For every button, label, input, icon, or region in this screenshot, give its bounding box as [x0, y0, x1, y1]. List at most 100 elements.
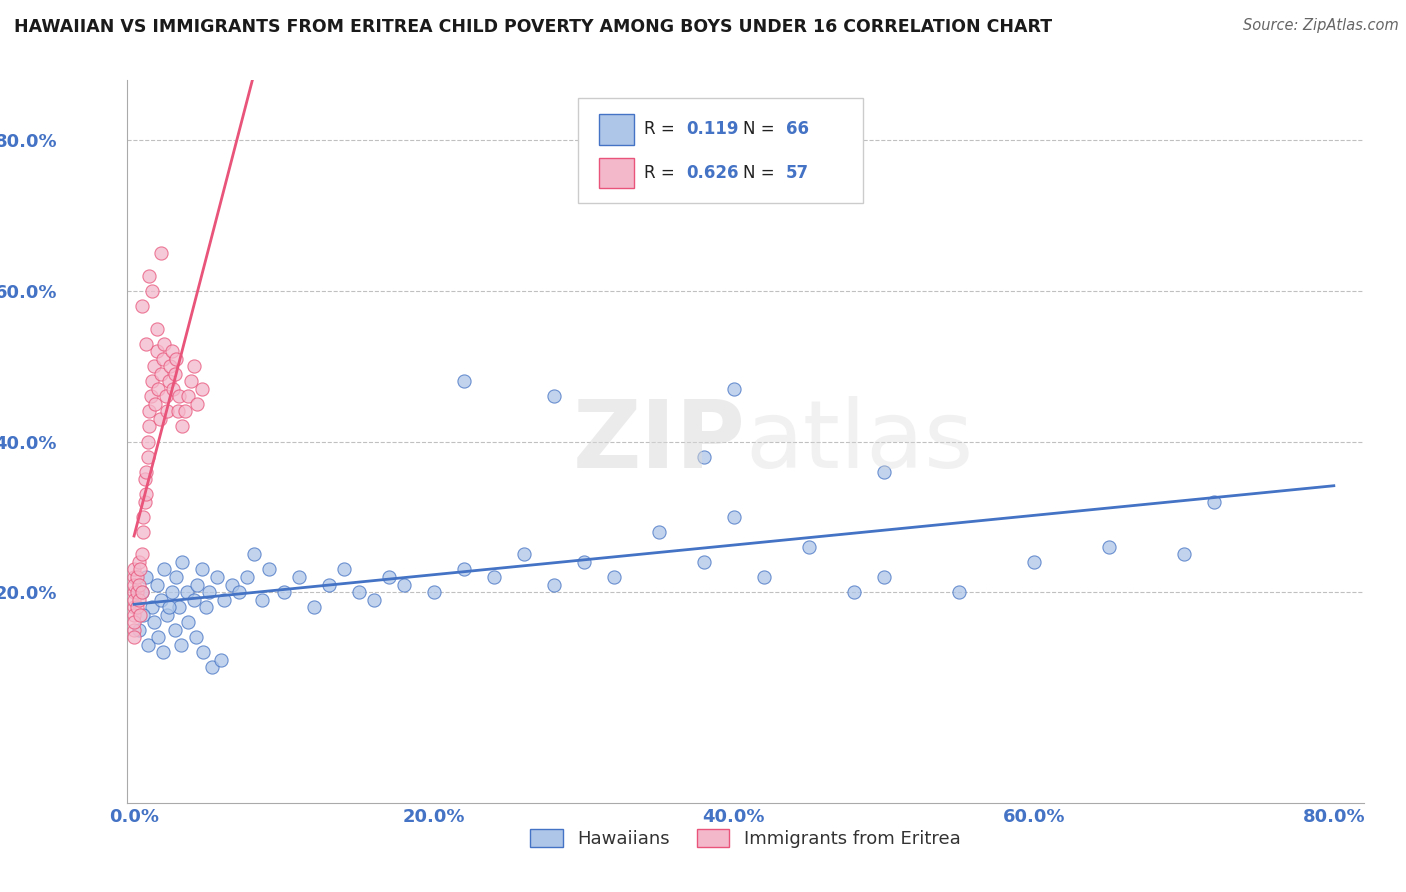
Point — [543, 577, 565, 591]
Point — [150, 246, 173, 260]
Point — [513, 548, 536, 562]
Point — [250, 592, 273, 607]
Point — [205, 570, 228, 584]
Point — [159, 359, 181, 374]
Point — [128, 592, 150, 607]
Point — [152, 645, 174, 659]
Point — [1098, 540, 1121, 554]
Point — [138, 404, 160, 418]
Point — [166, 404, 188, 418]
Text: atlas: atlas — [745, 395, 973, 488]
Point — [128, 577, 150, 591]
Point — [135, 465, 157, 479]
Point — [129, 607, 152, 622]
Point — [125, 600, 148, 615]
Text: 0.626: 0.626 — [686, 164, 738, 182]
Point — [288, 570, 311, 584]
Point — [180, 374, 202, 388]
Point — [155, 389, 177, 403]
Point — [128, 555, 150, 569]
Point — [948, 585, 970, 599]
Point — [195, 600, 218, 615]
Point — [165, 351, 187, 366]
Point — [146, 630, 169, 644]
Point — [142, 615, 165, 630]
Text: R =: R = — [644, 120, 679, 138]
Point — [170, 419, 193, 434]
Point — [190, 382, 212, 396]
Point — [167, 600, 190, 615]
Point — [453, 562, 475, 576]
Point — [572, 555, 595, 569]
Point — [392, 577, 415, 591]
Point — [131, 548, 153, 562]
Point — [153, 562, 176, 576]
Point — [453, 374, 475, 388]
Point — [183, 592, 205, 607]
Point — [138, 268, 160, 283]
Text: ZIP: ZIP — [572, 395, 745, 488]
Point — [143, 397, 166, 411]
Point — [693, 555, 716, 569]
Text: Source: ZipAtlas.com: Source: ZipAtlas.com — [1243, 18, 1399, 33]
Point — [378, 570, 401, 584]
Point — [134, 472, 156, 486]
Point — [122, 592, 145, 607]
Point — [1173, 548, 1195, 562]
Point — [153, 336, 176, 351]
Bar — [599, 114, 634, 145]
Point — [125, 570, 148, 584]
Point — [122, 623, 145, 637]
Point — [186, 397, 208, 411]
Point — [174, 404, 197, 418]
Point — [177, 389, 200, 403]
Point — [163, 367, 186, 381]
Point — [132, 524, 155, 539]
Point — [302, 600, 325, 615]
Point — [156, 404, 179, 418]
Point — [482, 570, 505, 584]
Point — [145, 344, 167, 359]
Point — [148, 412, 170, 426]
Point — [141, 374, 163, 388]
Text: N =: N = — [742, 120, 779, 138]
Text: 57: 57 — [786, 164, 808, 182]
Point — [201, 660, 224, 674]
Point — [134, 494, 156, 508]
Point — [165, 570, 187, 584]
Point — [135, 487, 157, 501]
Point — [167, 389, 190, 403]
Point — [160, 344, 183, 359]
Point — [145, 577, 167, 591]
Point — [257, 562, 280, 576]
Point — [131, 585, 153, 599]
Bar — [599, 158, 634, 188]
Point — [125, 585, 148, 599]
Text: N =: N = — [742, 164, 779, 182]
Point — [235, 570, 257, 584]
Text: R =: R = — [644, 164, 679, 182]
Legend: Hawaiians, Immigrants from Eritrea: Hawaiians, Immigrants from Eritrea — [523, 822, 967, 855]
Point — [150, 367, 173, 381]
Point — [209, 653, 232, 667]
Point — [128, 623, 150, 637]
Point — [543, 389, 565, 403]
Point — [873, 465, 896, 479]
Text: 66: 66 — [786, 120, 808, 138]
Point — [135, 570, 157, 584]
Point — [142, 359, 165, 374]
Point — [363, 592, 385, 607]
Point — [122, 577, 145, 591]
Point — [122, 585, 145, 599]
Point — [136, 434, 159, 449]
Point — [160, 585, 183, 599]
Point — [135, 336, 157, 351]
Point — [131, 299, 153, 313]
Point — [163, 623, 186, 637]
Point — [176, 585, 198, 599]
Point — [423, 585, 446, 599]
Point — [122, 607, 145, 622]
Point — [1202, 494, 1225, 508]
Text: 0.119: 0.119 — [686, 120, 738, 138]
Point — [139, 389, 162, 403]
